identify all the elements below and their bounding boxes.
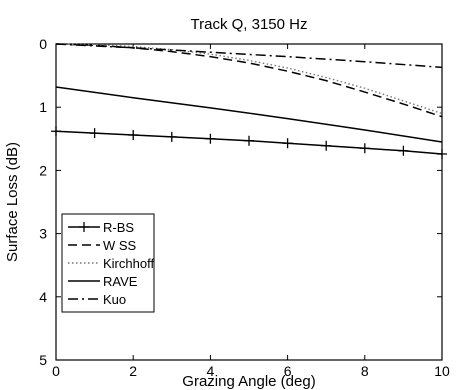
y-tick-label: 0 [39,36,47,52]
y-tick-label: 1 [39,99,47,115]
series-line-2 [55,43,443,115]
data-point-marker [89,128,100,139]
x-axis-label: Grazing Angle (deg) [182,373,315,390]
series-line-1 [55,43,443,118]
data-point-marker [359,143,370,154]
legend-label-3: RAVE [103,274,138,289]
series-line-4 [55,43,443,69]
data-point-marker [244,135,254,146]
data-point-marker [282,138,293,149]
data-point-marker [128,130,139,141]
legend-label-0: R-BS [103,220,134,235]
x-tick-label: 8 [361,363,369,379]
legend: R-BS W SS Kirchhoff RAVE Kuo [61,213,155,313]
data-point-marker [51,126,61,137]
x-tick-label: 10 [434,363,450,379]
data-point-marker [437,148,447,159]
x-tick-label: 0 [52,363,60,379]
y-tick-label: 2 [39,162,47,178]
legend-label-1: W SS [103,238,137,253]
y-axis-label: Surface Loss (dB) [4,142,21,262]
y-tick-label: 3 [39,226,47,242]
axes-frame [55,43,443,361]
data-point-marker [166,131,177,142]
y-tick-label: 4 [39,289,47,305]
legend-label-4: Kuo [103,292,126,307]
chart-title: Track Q, 3150 Hz [191,16,308,33]
plot-area: 0 2 4 6 8 10 0 1 2 3 4 5 [39,36,450,379]
x-tick-label: 4 [207,363,215,379]
data-point-marker [205,133,216,144]
x-tick-label: 6 [284,363,292,379]
legend-label-2: Kirchhoff [103,256,154,271]
y-tick-label: 5 [39,352,47,368]
data-point-marker [321,140,332,151]
series-line-3 [55,86,443,143]
legend-marker [79,222,89,232]
data-point-marker [398,145,409,156]
x-tick-label: 2 [129,363,137,379]
